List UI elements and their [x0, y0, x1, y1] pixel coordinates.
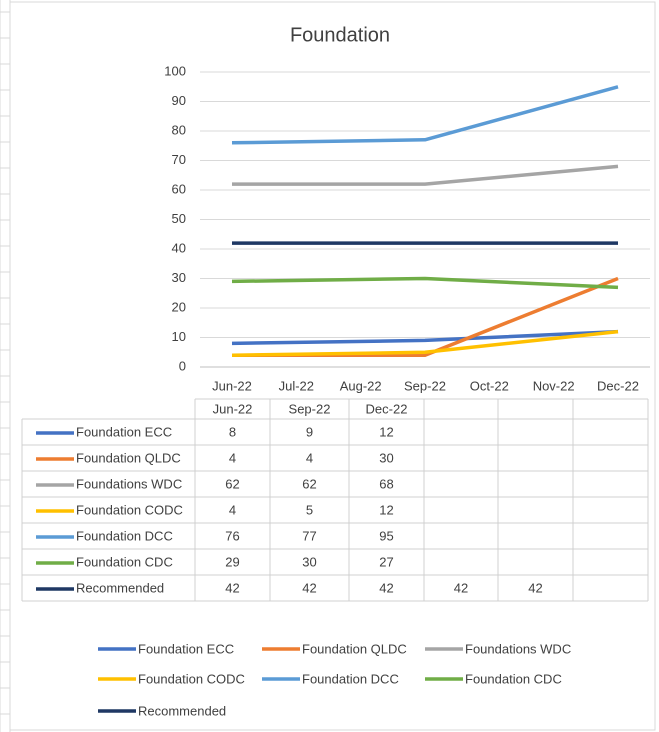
series-line	[231, 329, 619, 346]
table-row-label: Recommended	[76, 580, 164, 595]
series-line	[231, 85, 619, 145]
table-cell: 30	[379, 450, 393, 465]
table-cell: 95	[379, 528, 393, 543]
table-cell: 5	[306, 502, 313, 517]
x-tick-label: Jul-22	[279, 378, 314, 393]
x-tick-label: Aug-22	[340, 378, 382, 393]
series-line	[231, 329, 619, 357]
series-line	[232, 164, 619, 186]
table-row-label: Foundation QLDC	[76, 450, 181, 465]
y-tick-label: 30	[172, 270, 186, 285]
x-tick-label: Dec-22	[597, 378, 639, 393]
y-tick-label: 50	[172, 211, 186, 226]
table-cell: 4	[229, 502, 236, 517]
table-cell: 12	[379, 424, 393, 439]
table-cell: 9	[306, 424, 313, 439]
table-cell: 12	[379, 502, 393, 517]
series-line	[231, 276, 619, 290]
table-cell: 77	[302, 528, 316, 543]
table-cell: 4	[306, 450, 313, 465]
table-cell: 62	[225, 476, 239, 491]
table-cell: 27	[379, 554, 393, 569]
table-header: Dec-22	[366, 401, 408, 416]
table-cell: 62	[302, 476, 316, 491]
table-cell: 42	[225, 580, 239, 595]
y-tick-label: 60	[172, 181, 186, 196]
table-header: Sep-22	[289, 401, 331, 416]
table-cell: 68	[379, 476, 393, 491]
y-tick-label: 10	[172, 329, 186, 344]
table-cell: 30	[302, 554, 316, 569]
sheet-grid	[0, 0, 11, 732]
table-row-label: Foundation DCC	[76, 528, 173, 543]
x-tick-label: Sep-22	[404, 378, 446, 393]
table-header: Jun-22	[213, 401, 253, 416]
y-tick-label: 80	[172, 122, 186, 137]
y-tick-label: 70	[172, 152, 186, 167]
table-cell: 42	[528, 580, 542, 595]
y-tick-label: 20	[172, 299, 186, 314]
chart-area	[9, 1, 656, 731]
table-row-label: Foundation CDC	[76, 554, 173, 569]
legend-label: Foundation DCC	[302, 671, 399, 686]
table-row-label: Foundations WDC	[76, 476, 182, 491]
table-cell: 29	[225, 554, 239, 569]
table-cell: 42	[302, 580, 316, 595]
chart-title: Foundation	[290, 24, 390, 46]
x-tick-label: Jun-22	[212, 378, 252, 393]
legend-label: Foundations WDC	[465, 641, 571, 656]
y-tick-label: 40	[172, 240, 186, 255]
table-row-label: Foundation ECC	[76, 424, 172, 439]
x-tick-label: Nov-22	[533, 378, 575, 393]
y-tick-label: 0	[179, 358, 186, 373]
table-cell: 4	[229, 450, 236, 465]
y-tick-label: 90	[172, 93, 186, 108]
y-tick-label: 100	[164, 63, 186, 78]
table-cell: 76	[225, 528, 239, 543]
table-cell: 42	[379, 580, 393, 595]
table-cell: 42	[454, 580, 468, 595]
table-row-label: Foundation CODC	[76, 502, 183, 517]
legend-label: Foundation QLDC	[302, 641, 407, 656]
legend-label: Recommended	[138, 703, 226, 718]
legend-label: Foundation CODC	[138, 671, 245, 686]
x-tick-label: Oct-22	[470, 378, 509, 393]
table-cell: 8	[229, 424, 236, 439]
legend-label: Foundation ECC	[138, 641, 234, 656]
legend-label: Foundation CDC	[465, 671, 562, 686]
